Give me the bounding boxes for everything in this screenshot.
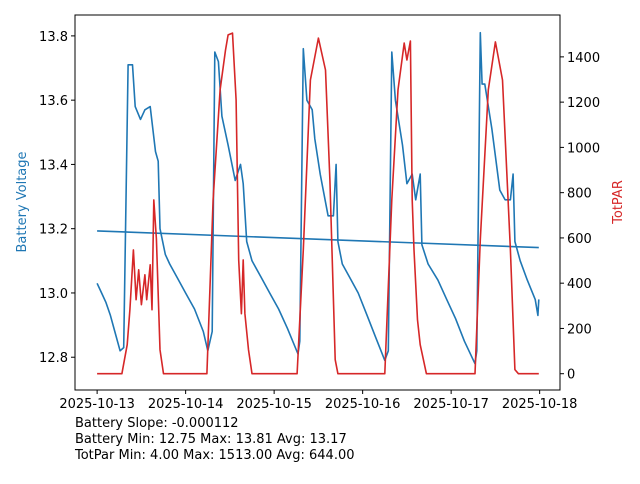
y-right-tick-label: 800 — [567, 187, 592, 202]
y-right-tick-label: 1200 — [567, 96, 600, 111]
totpar-stats-text: TotPar Min: 4.00 Max: 1513.00 Avg: 644.0… — [75, 448, 355, 463]
y-axis-right-label: TotPAR — [611, 180, 626, 225]
series-line-totpar — [97, 32, 539, 375]
y-axis-right: 0 200 400 600 800 1000 1200 1400 — [560, 51, 600, 383]
y-left-tick-label: 13.0 — [39, 287, 68, 302]
y-left-tick-label: 12.8 — [39, 351, 68, 366]
battery-slope-text: Battery Slope: -0.000112 — [75, 416, 239, 431]
y-right-tick-label: 1000 — [567, 141, 600, 156]
x-tick-label: 2025-10-16 — [325, 397, 401, 412]
x-tick-label: 2025-10-18 — [502, 397, 578, 412]
y-left-tick-label: 13.8 — [39, 30, 68, 45]
y-left-tick-label: 13.6 — [39, 94, 68, 109]
y-axis-left: 12.8 13.0 13.2 13.4 13.6 13.8 — [39, 30, 75, 366]
x-tick-label: 2025-10-15 — [236, 397, 312, 412]
x-axis: 2025-10-13 2025-10-14 2025-10-15 2025-10-16… — [59, 390, 577, 412]
y-right-tick-label: 600 — [567, 232, 592, 247]
y-right-tick-label: 1400 — [567, 51, 600, 66]
y-right-tick-label: 0 — [567, 368, 575, 383]
series-line-battery-trend — [97, 230, 539, 249]
x-tick-label: 2025-10-13 — [59, 397, 135, 412]
stats-annotation: Battery Slope: -0.000112 Battery Min: 12… — [75, 416, 355, 464]
y-left-tick-label: 13.4 — [39, 158, 68, 173]
x-tick-label: 2025-10-17 — [413, 397, 489, 412]
y-axis-left-label: Battery Voltage — [15, 151, 30, 252]
battery-stats-text: Battery Min: 12.75 Max: 13.81 Avg: 13.17 — [75, 432, 347, 447]
series-line-battery-voltage — [96, 31, 540, 365]
x-tick-label: 2025-10-14 — [148, 397, 224, 412]
plot-frame — [74, 14, 561, 391]
y-left-tick-label: 13.2 — [39, 223, 68, 238]
series-layer — [96, 31, 540, 375]
y-right-tick-label: 200 — [567, 322, 592, 337]
y-right-tick-label: 400 — [567, 277, 592, 292]
